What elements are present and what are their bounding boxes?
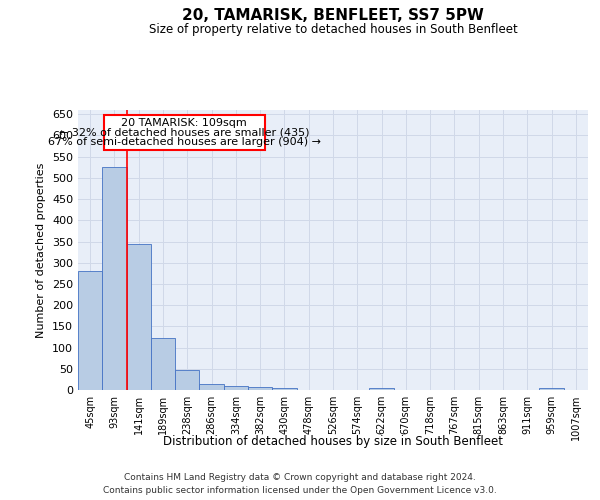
Text: Size of property relative to detached houses in South Benfleet: Size of property relative to detached ho…: [149, 22, 517, 36]
Bar: [127, 244, 151, 390]
Bar: [539, 388, 564, 390]
Bar: [224, 386, 248, 390]
Bar: [151, 338, 175, 390]
Bar: [199, 384, 224, 390]
Text: 67% of semi-detached houses are larger (904) →: 67% of semi-detached houses are larger (…: [48, 137, 321, 147]
Text: Distribution of detached houses by size in South Benfleet: Distribution of detached houses by size …: [163, 435, 503, 448]
Bar: [272, 388, 296, 390]
Bar: [78, 271, 102, 390]
Text: 20, TAMARISK, BENFLEET, SS7 5PW: 20, TAMARISK, BENFLEET, SS7 5PW: [182, 8, 484, 22]
Text: ← 32% of detached houses are smaller (435): ← 32% of detached houses are smaller (43…: [59, 128, 310, 138]
Bar: [370, 388, 394, 390]
Y-axis label: Number of detached properties: Number of detached properties: [37, 162, 46, 338]
Text: Contains HM Land Registry data © Crown copyright and database right 2024.
Contai: Contains HM Land Registry data © Crown c…: [103, 474, 497, 495]
Bar: [102, 168, 127, 390]
Bar: [175, 370, 199, 390]
Text: 20 TAMARISK: 109sqm: 20 TAMARISK: 109sqm: [121, 118, 247, 128]
Bar: [104, 115, 265, 150]
Bar: [248, 386, 272, 390]
